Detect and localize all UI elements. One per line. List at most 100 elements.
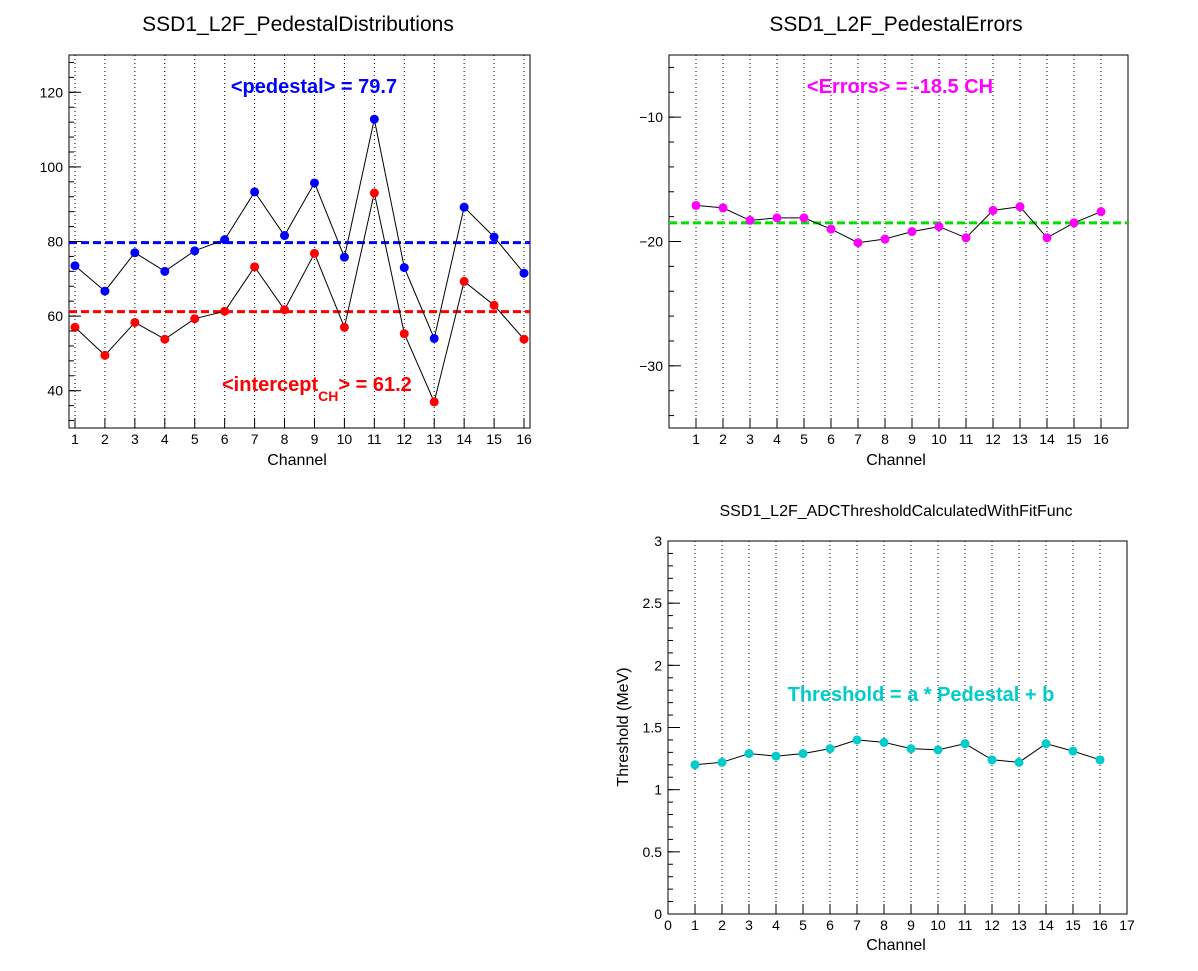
x-axis-label: Channel — [267, 452, 327, 469]
y-tick-label: 120 — [40, 84, 64, 100]
intercept-annotation-main: <intercept — [222, 374, 318, 396]
data-point — [280, 305, 290, 315]
x-tick-label: 4 — [772, 917, 780, 933]
data-point — [369, 114, 379, 124]
x-tick-label: 16 — [1093, 431, 1109, 447]
x-tick-label: 10 — [337, 431, 353, 447]
x-tick-label: 10 — [930, 917, 946, 933]
intercept-annotation-subscript: CH — [318, 388, 338, 404]
x-tick-label: 3 — [745, 917, 753, 933]
data-point — [489, 300, 499, 310]
data-point — [339, 252, 349, 262]
pedestal-errors-chart: SSD1_L2F_PedestalErrors 1 2 3 4 5 6 7 8 9 10 11 12 1… — [639, 13, 1129, 469]
x-tick-label: 1 — [691, 917, 699, 933]
chart-title: SSD1_L2F_ADCThresholdCalculatedWithFitFu… — [719, 503, 1072, 520]
data-point — [160, 266, 170, 276]
y-tick-label: −10 — [639, 109, 663, 125]
y-tick-label: 100 — [40, 159, 64, 175]
x-tick-label: 13 — [426, 431, 442, 447]
data-point — [309, 248, 319, 258]
data-point — [100, 286, 110, 296]
x-tick-label: 17 — [1119, 917, 1135, 933]
data-point — [933, 745, 943, 755]
x-tick-label: 7 — [251, 431, 259, 447]
data-point — [250, 187, 260, 197]
y-tick-label: 1 — [654, 782, 662, 798]
x-tick-label: 7 — [853, 917, 861, 933]
data-point — [100, 350, 110, 360]
data-point — [1096, 207, 1106, 217]
x-tick-label: 6 — [827, 431, 835, 447]
x-tick-label: 11 — [367, 431, 382, 447]
x-tick-label: 13 — [1011, 917, 1027, 933]
x-tick-label: 1 — [692, 431, 700, 447]
data-point — [459, 276, 469, 286]
series-line — [695, 204, 1102, 244]
x-tick-label: 14 — [1038, 917, 1054, 933]
data-point — [690, 760, 700, 770]
data-point — [220, 306, 230, 316]
data-point — [960, 739, 970, 749]
data-point — [339, 322, 349, 332]
data-point — [220, 235, 230, 245]
x-tick-label: 12 — [984, 917, 1000, 933]
data-point — [190, 314, 200, 324]
y-axis-label: Threshold (MeV) — [615, 667, 632, 786]
data-point — [130, 248, 140, 258]
series-line — [694, 739, 1101, 766]
plot-frame — [667, 540, 1128, 915]
x-tick-label: 6 — [826, 917, 834, 933]
x-tick-label: 1 — [71, 431, 79, 447]
data-point — [1015, 202, 1025, 212]
x-tick-label: 5 — [800, 431, 808, 447]
x-tick-label: 2 — [718, 917, 726, 933]
y-tick-label: 3 — [654, 533, 662, 549]
y-tick-label: 60 — [47, 308, 63, 324]
x-tick-label: 8 — [281, 431, 289, 447]
y-tick-label: 40 — [47, 383, 63, 399]
x-tick-label: 7 — [854, 431, 862, 447]
data-point — [718, 203, 728, 213]
data-point — [369, 188, 379, 198]
x-tick-label: 4 — [773, 431, 781, 447]
errors-mean-annotation: <Errors> = -18.5 CH — [807, 76, 993, 98]
x-tick-label: 2 — [719, 431, 727, 447]
data-point — [489, 232, 499, 242]
x-tick-label: 0 — [664, 917, 672, 933]
x-tick-label: 2 — [101, 431, 109, 447]
plot-frame — [668, 54, 1129, 429]
x-tick-label: 15 — [1065, 917, 1081, 933]
data-point — [519, 268, 529, 278]
y-tick-label: 2.5 — [643, 595, 663, 611]
x-tick-label: 12 — [985, 431, 1001, 447]
data-point — [459, 202, 469, 212]
x-tick-label: 9 — [908, 431, 916, 447]
data-point — [429, 333, 439, 343]
data-point — [879, 737, 889, 747]
data-point — [691, 200, 701, 210]
data-point — [717, 757, 727, 767]
x-tick-label: 14 — [1039, 431, 1055, 447]
data-point — [1069, 218, 1079, 228]
x-tick-label: 10 — [931, 431, 947, 447]
data-point — [852, 735, 862, 745]
y-tick-label: −20 — [639, 234, 663, 250]
data-point — [987, 755, 997, 765]
data-point — [961, 233, 971, 243]
data-point — [988, 205, 998, 215]
data-point — [745, 215, 755, 225]
pedestal-mean-annotation: <pedestal> = 79.7 — [231, 76, 397, 98]
x-tick-label: 15 — [1066, 431, 1082, 447]
data-point — [429, 397, 439, 407]
x-tick-label: 9 — [907, 917, 915, 933]
x-tick-label: 8 — [881, 431, 889, 447]
x-tick-label: 13 — [1012, 431, 1028, 447]
intercept-mean-annotation: <interceptCH> = 61.2 — [222, 374, 412, 404]
data-point — [934, 222, 944, 232]
data-point — [1095, 755, 1105, 765]
x-tick-label: 8 — [880, 917, 888, 933]
x-axis-label: Channel — [866, 937, 926, 954]
data-point — [1068, 746, 1078, 756]
